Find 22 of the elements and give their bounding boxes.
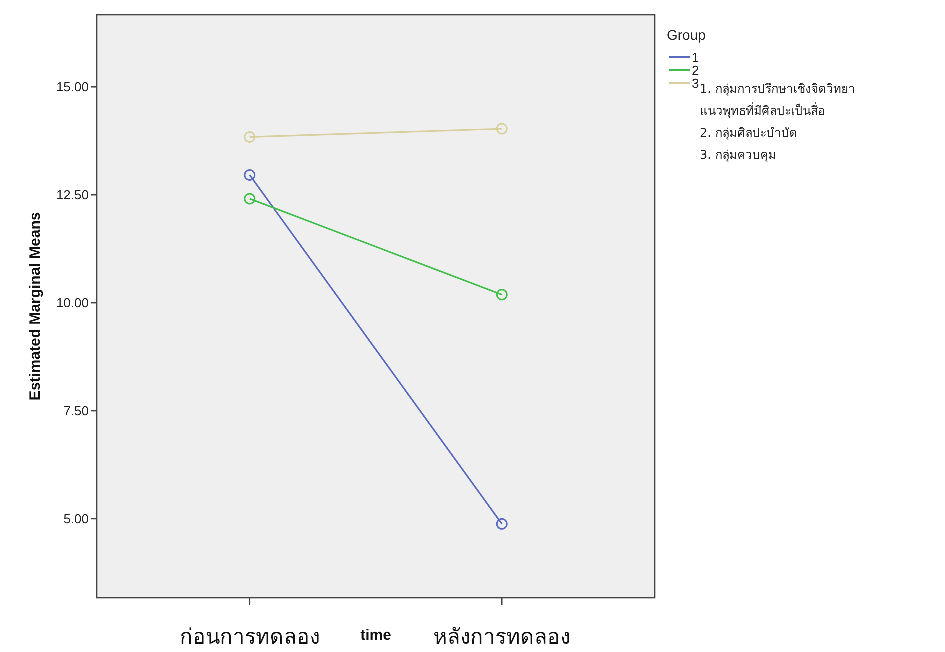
x-tick-label: ก่อนการทดลอง bbox=[180, 625, 320, 649]
point bbox=[244, 193, 256, 205]
text: 1. กลุ่มการปรึกษาเชิงจิตวิทยาแนวพุทธที่มีศิลปะเป็นสื่อ bbox=[700, 81, 856, 120]
point bbox=[496, 518, 508, 530]
y-tick-label: 7.50 bbox=[64, 404, 89, 419]
y-tick-label: 15.00 bbox=[56, 80, 89, 95]
point bbox=[496, 123, 508, 135]
legend-label: 1 bbox=[692, 50, 700, 65]
legend-label: 3 bbox=[692, 76, 700, 91]
text: 2. กลุ่มศิลปะบำบัด bbox=[700, 125, 798, 142]
y-tick-label: 12.50 bbox=[56, 188, 89, 203]
point bbox=[244, 169, 256, 181]
point bbox=[244, 131, 256, 143]
y-tick-label: 10.00 bbox=[56, 296, 89, 311]
x-tick-label: หลังการทดลอง bbox=[434, 625, 571, 649]
legend-label: 2 bbox=[692, 63, 700, 78]
point bbox=[496, 289, 508, 301]
legend-title: Group bbox=[667, 27, 706, 43]
y-axis-title: Estimated Marginal Means bbox=[27, 212, 44, 401]
y-tick-label: 5.00 bbox=[64, 511, 89, 526]
x-axis-title: time bbox=[360, 627, 392, 644]
text: 3. กลุ่มควบคุม bbox=[700, 147, 778, 164]
